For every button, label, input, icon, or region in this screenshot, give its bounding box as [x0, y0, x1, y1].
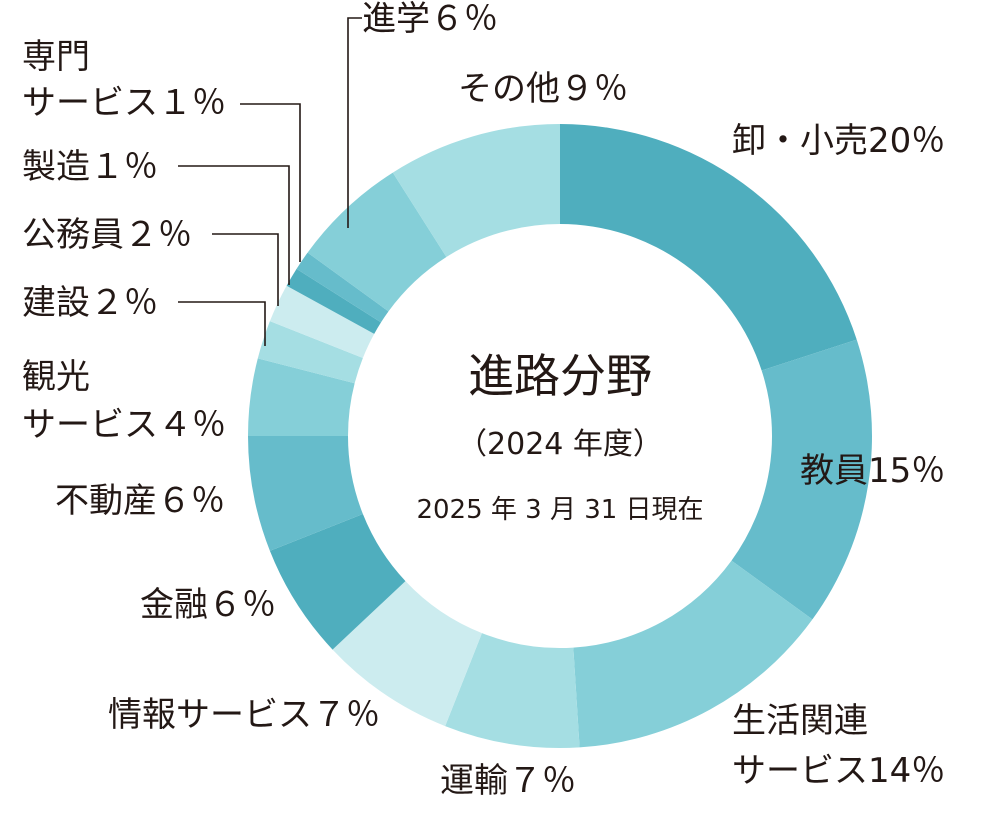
slice-label-その他: その他９％ [458, 69, 628, 109]
chart-subtitle: （2024 年度） [457, 427, 663, 462]
slice-公務員 [269, 285, 375, 358]
slice-label-金融: 金融６％ [140, 585, 276, 625]
leader-line-進学 [347, 17, 362, 228]
slice-不動産 [248, 436, 363, 551]
slice-専門-サービス [296, 252, 389, 323]
slice-label-製造: 製造１％ [22, 147, 158, 187]
leader-line-公務員 [212, 233, 279, 306]
slice-label-卸・小売: 卸・小売20％ [732, 121, 945, 161]
slice-建設 [257, 321, 363, 384]
slice-label-生活関連-サービス-line1: 生活関連 [732, 701, 868, 741]
slice-その他 [392, 124, 560, 258]
slice-label-観光-サービス-line1: 観光 [22, 357, 90, 397]
slice-label-進学: 進学６％ [362, 0, 498, 39]
leader-line-製造 [178, 165, 290, 285]
slice-観光-サービス [248, 358, 355, 436]
slice-進学 [307, 172, 447, 312]
slice-教員 [731, 339, 873, 620]
slice-金融 [269, 514, 406, 650]
slice-label-公務員: 公務員２％ [22, 215, 192, 255]
slice-label-専門-サービス-line2: サービス１％ [22, 83, 226, 123]
slice-label-生活関連-サービス-line2: サービス14％ [732, 751, 945, 791]
slice-運輸 [445, 633, 580, 748]
slice-label-情報サービス: 情報サービス７％ [108, 695, 380, 735]
slice-label-不動産: 不動産６％ [55, 481, 225, 521]
slices-group [248, 124, 873, 748]
chart-note: 2025 年 3 月 31 日現在 [416, 495, 703, 525]
slice-情報サービス [332, 581, 482, 727]
slice-label-建設: 建設２％ [22, 283, 158, 323]
slice-label-運輸: 運輸７％ [440, 761, 576, 801]
slice-label-専門-サービス-line1: 専門 [22, 37, 90, 77]
leader-line-専門-サービス [240, 103, 301, 262]
slice-label-観光-サービス-line2: サービス４％ [22, 405, 226, 445]
leader-line-建設 [178, 301, 266, 346]
slice-生活関連-サービス [573, 560, 813, 748]
slice-label-教員: 教員15％ [800, 451, 945, 491]
leader-lines-group [178, 17, 362, 346]
slice-卸・小売 [560, 124, 857, 371]
slice-製造 [286, 268, 382, 334]
chart-title: 進路分野 [468, 349, 652, 403]
